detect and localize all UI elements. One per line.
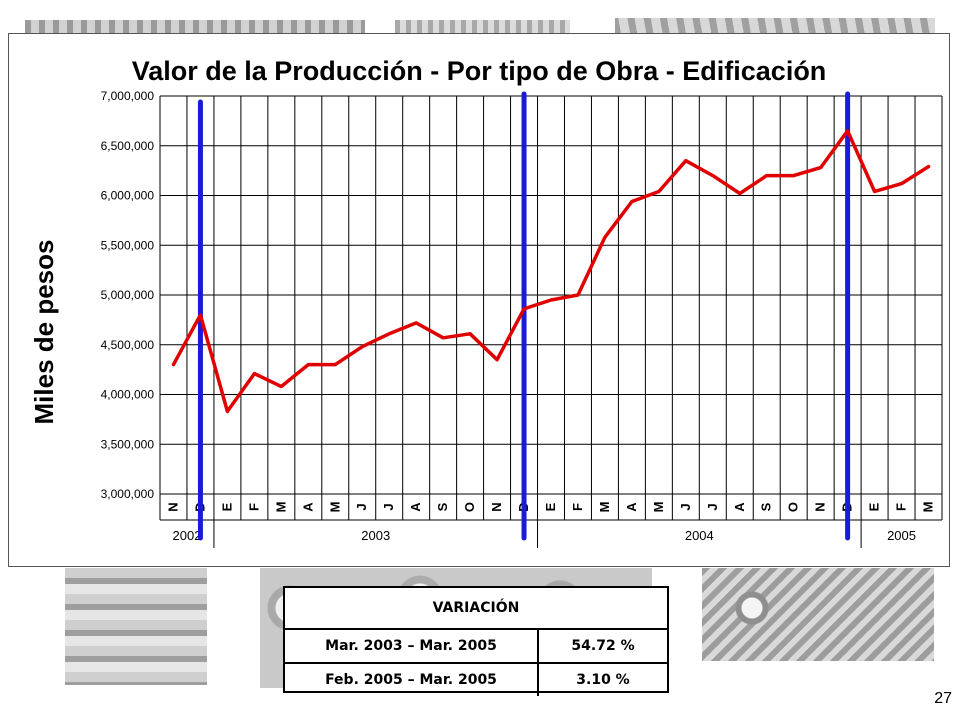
data-point [738, 192, 742, 196]
y-tick-label: 4,000,000 [101, 388, 155, 402]
data-point [792, 174, 796, 178]
x-tick-label: M [921, 502, 936, 513]
chart-panel: Valor de la Producción - Por tipo de Obr… [8, 33, 950, 567]
data-point [306, 363, 310, 367]
chart-title: Valor de la Producción - Por tipo de Obr… [132, 56, 827, 86]
year-label: 2002 [173, 528, 202, 543]
data-point [873, 190, 877, 194]
data-point [495, 358, 499, 362]
x-tick-label: J [678, 503, 693, 510]
data-point [603, 235, 607, 239]
data-point [414, 321, 418, 325]
y-tick-label: 3,000,000 [101, 487, 155, 501]
data-point [279, 385, 283, 389]
data-point [333, 363, 337, 367]
page-number: 27 [934, 690, 952, 707]
series-layer [171, 129, 931, 414]
x-tick-label: S [759, 502, 774, 511]
x-tick-label: M [327, 502, 342, 513]
data-point [819, 166, 823, 170]
table-row: Mar. 2003 – Mar. 2005 54.72 % [285, 630, 667, 662]
y-tick-label: 6,000,000 [101, 189, 155, 203]
data-point [387, 332, 391, 336]
chart-gridlines [159, 95, 943, 548]
x-tick-label: N [165, 502, 180, 511]
x-tick-label: F [570, 503, 585, 511]
x-tick-label: E [867, 502, 882, 511]
x-tick-label: S [435, 502, 450, 511]
data-point [441, 336, 445, 340]
data-point [657, 190, 661, 194]
data-point [576, 293, 580, 297]
variation-period: Mar. 2003 – Mar. 2005 [285, 630, 539, 662]
y-tick-label: 4,500,000 [101, 338, 155, 352]
x-tick-label: J [705, 503, 720, 510]
data-point [360, 345, 364, 349]
data-point [711, 174, 715, 178]
y-tick-label: 5,000,000 [101, 288, 155, 302]
y-tick-label: 7,000,000 [101, 89, 155, 103]
data-point [846, 129, 850, 133]
data-point [171, 363, 175, 367]
x-tick-label: A [732, 502, 747, 512]
x-tick-label: N [813, 502, 828, 511]
variation-period: Feb. 2005 – Mar. 2005 [285, 664, 539, 696]
x-tick-label: N [489, 502, 504, 511]
x-tick-label: E [219, 502, 234, 511]
data-point [468, 332, 472, 336]
data-point [630, 199, 634, 203]
x-tick-label: M [597, 502, 612, 513]
x-tick-label: F [894, 503, 909, 511]
x-tick-label: E [543, 502, 558, 511]
series-line-produccion [171, 129, 931, 414]
x-tick-label: F [246, 503, 261, 511]
x-tick-label: M [651, 502, 666, 513]
data-point [549, 298, 553, 302]
x-tick-label: A [300, 502, 315, 512]
data-point [198, 313, 202, 317]
background-spring-photo [65, 568, 207, 685]
y-axis-title: Miles de pesos [29, 240, 59, 425]
data-point [765, 174, 769, 178]
y-tick-label: 3,500,000 [101, 437, 155, 451]
variation-value: 54.72 % [571, 638, 635, 654]
data-point [684, 159, 688, 163]
background-ornament-photo [702, 568, 934, 661]
y-tick-label: 5,500,000 [101, 238, 155, 252]
x-tick-label: O [786, 502, 801, 512]
x-tick-label: A [624, 502, 639, 512]
year-label: 2004 [685, 528, 714, 543]
x-tick-label: A [408, 502, 423, 512]
data-point [927, 165, 931, 169]
table-row: Feb. 2005 – Mar. 2005 3.10 % [285, 662, 667, 696]
x-tick-label: J [354, 503, 369, 510]
data-point [522, 307, 526, 311]
variation-table: VARIACIÓN Mar. 2003 – Mar. 2005 54.72 % … [283, 586, 669, 696]
axis-labels: 3,000,000 3,500,000 4,000,000 4,500,000 5,00… [101, 89, 936, 543]
x-tick-label: O [462, 502, 477, 512]
production-line-chart: Valor de la Producción - Por tipo de Obr… [29, 56, 943, 548]
y-tick-label: 6,500,000 [101, 139, 155, 153]
variation-table-header: VARIACIÓN [285, 588, 667, 630]
period-markers [197, 91, 851, 541]
x-tick-label: M [273, 502, 288, 513]
data-point [900, 182, 904, 186]
data-point [252, 372, 256, 376]
year-label: 2003 [361, 528, 390, 543]
data-point [225, 409, 229, 413]
x-tick-label: J [381, 503, 396, 510]
variation-value: 3.10 % [576, 672, 630, 688]
year-label: 2005 [887, 528, 916, 543]
